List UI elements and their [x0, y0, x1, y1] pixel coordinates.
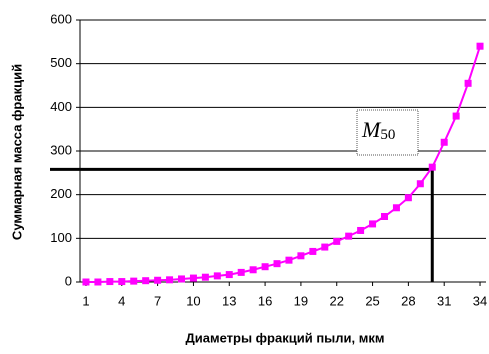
data-point: [201, 273, 209, 281]
x-tick-label: 31: [437, 293, 451, 308]
data-point: [130, 277, 138, 285]
annotation-subscript: 50: [380, 127, 395, 143]
data-point: [381, 213, 388, 220]
y-axis-title: Суммарная масса фракций: [9, 64, 24, 240]
x-tick-label: 16: [258, 293, 272, 308]
data-point: [357, 226, 365, 234]
data-point: [309, 247, 317, 255]
data-point: [237, 268, 245, 276]
data-point: [392, 204, 400, 212]
data-point: [189, 274, 197, 282]
data-point: [297, 252, 305, 260]
y-tick-label: 400: [50, 99, 72, 114]
data-point: [345, 232, 353, 240]
data-point: [285, 256, 293, 264]
x-tick-label: 34: [473, 293, 487, 308]
x-tick-label: 1: [82, 293, 89, 308]
data-point: [321, 243, 329, 251]
data-point: [273, 260, 281, 268]
data-point: [154, 276, 162, 284]
data-point: [142, 277, 150, 285]
data-point: [476, 42, 484, 50]
y-tick-label: 100: [50, 230, 72, 245]
x-tick-label: 22: [330, 293, 344, 308]
data-point: [464, 79, 472, 87]
x-tick-label: 19: [294, 293, 308, 308]
series-line: [85, 45, 481, 283]
data-point: [82, 278, 90, 286]
data-point: [249, 266, 257, 274]
data-point: [166, 276, 174, 284]
data-point: [404, 194, 412, 202]
data-point: [106, 278, 114, 286]
data-point: [213, 272, 221, 280]
data-point: [333, 237, 341, 245]
y-tick-label: 600: [50, 11, 72, 26]
data-point: [118, 278, 126, 286]
data-point: [225, 271, 233, 279]
data-point: [416, 180, 424, 188]
y-tick-label: 0: [65, 273, 72, 288]
x-tick-label: 28: [401, 293, 415, 308]
annotation: M50: [361, 117, 395, 143]
data-point: [178, 275, 185, 283]
x-tick-label: 10: [186, 293, 200, 308]
annotation-symbol: M: [361, 117, 382, 142]
x-tick-label: 7: [154, 293, 161, 308]
data-point: [428, 163, 436, 171]
x-tick-label: 4: [118, 293, 125, 308]
data-point: [369, 220, 377, 228]
data-point: [440, 138, 448, 146]
y-tick-label: 200: [50, 186, 72, 201]
x-tick-label: 25: [365, 293, 379, 308]
y-tick-label: 500: [50, 55, 72, 70]
data-point: [261, 263, 269, 271]
x-tick-label: 13: [222, 293, 236, 308]
annotation-box: [356, 109, 419, 156]
data-point: [452, 112, 460, 120]
x-axis-title: Диаметры фракций пыли, мкм: [186, 330, 385, 345]
y-tick-label: 300: [50, 142, 72, 157]
data-point: [94, 278, 102, 286]
